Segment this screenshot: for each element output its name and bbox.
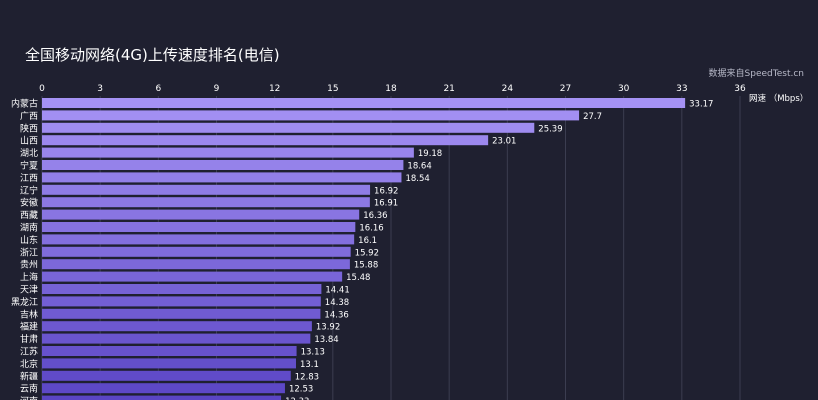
value-label: 13.1 bbox=[300, 360, 319, 370]
x-tick-label: 9 bbox=[214, 84, 220, 94]
value-label: 16.92 bbox=[374, 186, 398, 196]
value-label: 13.84 bbox=[314, 335, 338, 345]
value-label: 16.16 bbox=[359, 224, 383, 234]
category-label: 甘肃 bbox=[20, 333, 38, 345]
bar bbox=[42, 383, 285, 394]
value-label: 18.64 bbox=[407, 162, 431, 172]
value-label: 16.36 bbox=[363, 211, 387, 221]
bar bbox=[42, 122, 535, 133]
x-tick-label: 27 bbox=[560, 84, 571, 94]
x-tick-label: 24 bbox=[502, 84, 514, 94]
value-labels: 33.17 27.7 25.39 23.01 19.18 18.64 18.54 16.92 1… bbox=[285, 100, 713, 400]
category-label: 云南 bbox=[20, 383, 38, 395]
bar bbox=[42, 222, 356, 232]
x-tick-labels: 0 3 6 9 12 15 18 21 24 27 30 33 36 bbox=[39, 84, 746, 94]
value-label: 15.48 bbox=[346, 273, 370, 283]
category-label: 福建 bbox=[20, 321, 38, 333]
category-label: 湖南 bbox=[20, 222, 38, 234]
category-label: 广西 bbox=[20, 110, 38, 122]
x-tick-label: 12 bbox=[269, 84, 280, 94]
bar bbox=[42, 172, 402, 183]
bar bbox=[42, 271, 343, 282]
bar bbox=[42, 259, 350, 270]
category-label: 北京 bbox=[20, 358, 38, 370]
x-tick-label: 36 bbox=[734, 84, 746, 94]
value-label: 33.17 bbox=[689, 100, 713, 110]
bars bbox=[42, 98, 686, 400]
category-labels: 内蒙古广西陕西山西湖北宁夏江西辽宁安徽西藏湖南山东浙江贵州上海天津黑龙江吉林福建… bbox=[11, 98, 38, 400]
x-tick-label: 0 bbox=[39, 84, 45, 94]
bar bbox=[42, 284, 322, 294]
category-label: 山东 bbox=[20, 234, 38, 246]
value-label: 16.91 bbox=[374, 199, 398, 209]
category-label: 安徽 bbox=[20, 197, 38, 209]
category-label: 湖北 bbox=[20, 148, 38, 159]
bar bbox=[42, 209, 360, 220]
bar bbox=[42, 308, 321, 319]
value-label: 12.33 bbox=[285, 397, 309, 400]
category-label: 新疆 bbox=[20, 370, 38, 382]
bar bbox=[42, 321, 312, 332]
category-label: 陕西 bbox=[20, 122, 38, 134]
x-tick-label: 6 bbox=[155, 84, 161, 94]
value-label: 23.01 bbox=[492, 137, 516, 147]
category-label: 江西 bbox=[20, 173, 38, 184]
bar bbox=[42, 296, 321, 307]
category-label: 贵州 bbox=[20, 259, 38, 271]
value-label: 27.7 bbox=[583, 112, 602, 122]
bar bbox=[42, 246, 351, 257]
category-label: 西藏 bbox=[20, 209, 38, 221]
value-label: 19.18 bbox=[418, 149, 442, 159]
x-tick-label: 18 bbox=[385, 84, 397, 94]
bar bbox=[42, 370, 291, 381]
x-tick-label: 30 bbox=[618, 84, 630, 94]
bar bbox=[42, 147, 414, 158]
x-tick-label: 21 bbox=[443, 84, 454, 94]
category-label: 天津 bbox=[20, 285, 38, 296]
category-label: 江苏 bbox=[20, 346, 38, 358]
category-label: 黑龙江 bbox=[11, 296, 38, 308]
category-label: 辽宁 bbox=[20, 184, 38, 196]
value-label: 14.38 bbox=[325, 298, 349, 308]
bar bbox=[42, 184, 371, 195]
value-label: 14.36 bbox=[324, 310, 348, 320]
category-label: 吉林 bbox=[20, 308, 38, 320]
value-label: 15.92 bbox=[355, 248, 379, 258]
value-label: 12.53 bbox=[289, 385, 313, 395]
x-tick-label: 15 bbox=[327, 84, 338, 94]
bar bbox=[42, 197, 370, 208]
bar bbox=[42, 234, 355, 245]
category-label: 内蒙古 bbox=[11, 98, 38, 110]
bar bbox=[42, 110, 580, 121]
value-label: 12.83 bbox=[295, 372, 319, 382]
value-label: 13.13 bbox=[301, 348, 325, 358]
category-label: 河南 bbox=[20, 395, 38, 400]
bar bbox=[42, 333, 311, 344]
value-label: 18.54 bbox=[405, 174, 429, 184]
x-axis-unit-label: 网速 （Mbps） bbox=[749, 93, 808, 104]
category-label: 山西 bbox=[20, 136, 38, 147]
category-label: 浙江 bbox=[20, 246, 38, 258]
bar bbox=[42, 395, 282, 400]
bar bbox=[42, 98, 686, 108]
category-label: 宁夏 bbox=[20, 160, 38, 172]
value-label: 13.92 bbox=[316, 323, 340, 333]
value-label: 15.88 bbox=[354, 261, 378, 271]
bar bbox=[42, 135, 489, 146]
x-tick-label: 3 bbox=[97, 84, 103, 94]
chart-title: 全国移动网络(4G)上传速度排名(电信) bbox=[25, 46, 280, 64]
category-label: 上海 bbox=[20, 271, 38, 283]
x-tick-label: 33 bbox=[676, 84, 687, 94]
value-label: 14.41 bbox=[325, 286, 349, 296]
value-label: 25.39 bbox=[538, 124, 562, 134]
data-source-note: 数据来自SpeedTest.cn bbox=[708, 69, 804, 79]
value-label: 16.1 bbox=[358, 236, 377, 246]
bar bbox=[42, 358, 296, 369]
bar bbox=[42, 346, 297, 356]
bar bbox=[42, 160, 404, 170]
